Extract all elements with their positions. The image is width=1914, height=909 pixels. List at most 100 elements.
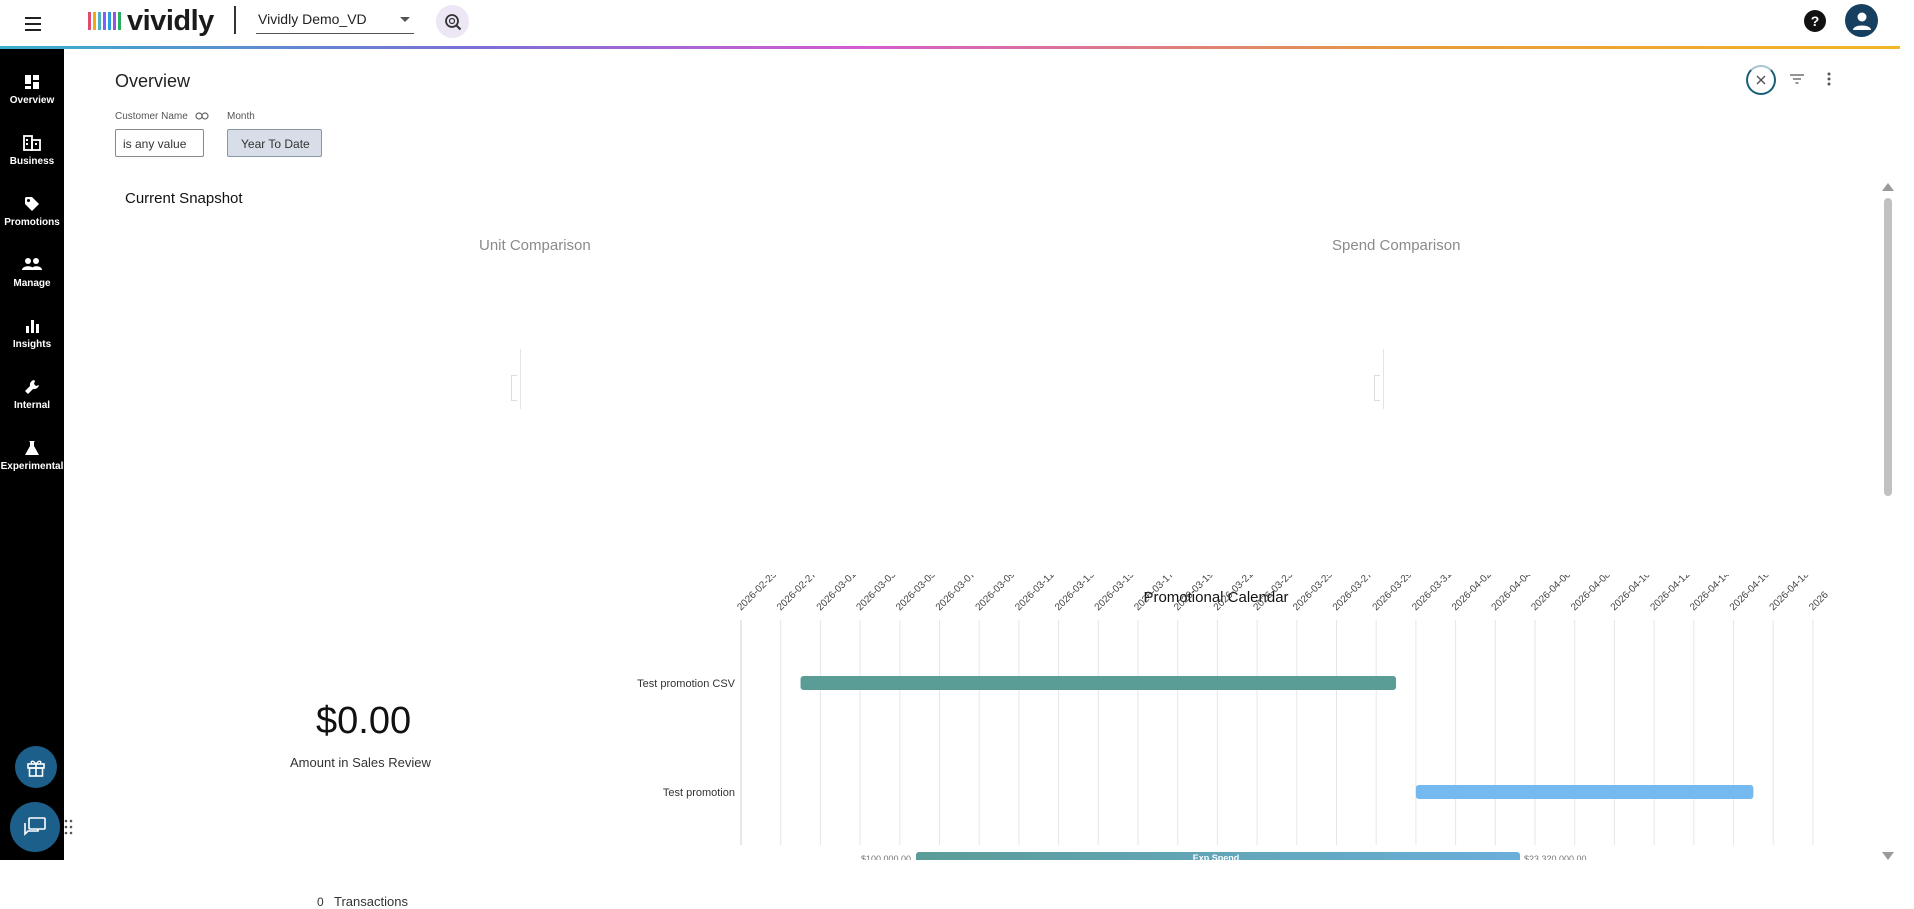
calendar-tick-label: 2026-03-05	[894, 575, 938, 613]
flask-icon	[25, 441, 39, 455]
calendar-task-bar[interactable]	[1415, 785, 1754, 799]
chevron-down-icon	[400, 17, 410, 22]
sidebar-item-business[interactable]: Business	[0, 125, 64, 177]
calendar-tick-label: 2026-03-07	[934, 575, 978, 613]
people-icon	[22, 258, 42, 270]
top-bar: vividly Vividly Demo_VD ?	[0, 0, 1914, 49]
calendar-tick-label: 2026-04-16	[1728, 575, 1772, 613]
help-icon[interactable]: ?	[1804, 10, 1826, 32]
brand-name: vividly	[127, 4, 214, 37]
calendar-tick-label: 2026-03-23	[1251, 575, 1295, 613]
calendar-tick-label: 2026-03-11	[1013, 575, 1057, 613]
transactions-label: Transactions	[334, 894, 408, 909]
calendar-tick-label: 2026	[1807, 589, 1831, 613]
drag-handle-icon[interactable]	[64, 818, 74, 836]
gift-button[interactable]	[15, 746, 57, 788]
unit-comparison-title: Unit Comparison	[479, 237, 591, 254]
calendar-tick-label: 2026-04-02	[1450, 575, 1494, 613]
calendar-tick-label: 2026-03-01	[815, 575, 859, 613]
logo[interactable]: vividly	[88, 4, 214, 37]
spend-comparison-title: Spend Comparison	[1332, 237, 1461, 254]
calendar-tick-label: 2026-03-09	[974, 575, 1018, 613]
scrollbar-thumb[interactable]	[1884, 198, 1892, 496]
calendar-task-label: Test promotion CSV	[637, 678, 735, 690]
logo-bars-icon	[88, 12, 121, 30]
calendar-tick-label: 2026-03-31	[1410, 575, 1454, 613]
calendar-task-label: Test promotion	[663, 787, 735, 799]
more-vert-icon[interactable]	[1826, 71, 1832, 87]
exp-spend-bar	[916, 852, 1520, 860]
calendar-tick-label: 2026-03-13	[1053, 575, 1097, 613]
calendar-tick-label: 2026-03-19	[1172, 575, 1216, 613]
sidebar-item-label: Manage	[13, 278, 51, 289]
calendar-tick-label: 2026-02-27	[775, 575, 819, 613]
tag-icon	[25, 197, 39, 211]
promotional-calendar-chart: 2026-02-252026-02-272026-03-012026-03-03…	[637, 575, 1831, 860]
sidebar-item-label: Overview	[9, 95, 55, 106]
calendar-tick-label: 2026-03-27	[1331, 575, 1375, 613]
close-icon	[1756, 75, 1766, 85]
calendar-tick-label: 2026-04-10	[1609, 575, 1653, 613]
org-select-value: Vividly Demo_VD	[258, 11, 367, 27]
scroll-up-icon[interactable]	[1882, 183, 1894, 191]
exp-spend-min-label: $100,000.00	[861, 854, 911, 860]
sidebar-item-label: Business	[9, 156, 55, 167]
month-filter[interactable]: Year To Date	[227, 129, 322, 157]
filter-icon[interactable]	[1789, 73, 1805, 85]
bar-chart-icon	[26, 320, 39, 333]
customer-name-filter-label: Customer Name	[115, 111, 209, 122]
gift-icon	[27, 760, 45, 777]
unit-chart-placeholder	[511, 375, 517, 401]
calendar-tick-label: 2026-04-12	[1648, 575, 1692, 613]
amount-label: Amount in Sales Review	[290, 755, 431, 770]
header-divider	[234, 6, 236, 34]
calendar-tick-label: 2026-02-25	[735, 575, 779, 613]
avatar[interactable]	[1845, 4, 1878, 37]
calendar-tick-label: 2026-03-15	[1093, 575, 1137, 613]
clear-filters-button[interactable]	[1746, 65, 1776, 95]
calendar-tick-label: 2026-03-25	[1291, 575, 1335, 613]
person-icon	[1852, 12, 1871, 30]
sidebar-item-label: Insights	[12, 339, 52, 350]
calendar-tick-label: 2026-03-21	[1212, 575, 1256, 613]
calendar-tick-label: 2026-04-06	[1529, 575, 1573, 613]
chat-button[interactable]	[10, 802, 60, 852]
amount-value: $0.00	[316, 700, 412, 742]
search-icon	[444, 13, 461, 30]
sidebar-item-label: Internal	[13, 400, 51, 411]
calendar-task-bar[interactable]	[800, 676, 1397, 690]
org-select[interactable]: Vividly Demo_VD	[256, 8, 414, 34]
sidebar-item-promotions[interactable]: Promotions	[0, 186, 64, 238]
calendar-tick-label: 2026-04-14	[1688, 575, 1732, 613]
customer-name-filter[interactable]: is any value	[115, 129, 204, 157]
page-title: Overview	[115, 71, 191, 91]
wrench-icon	[25, 380, 39, 394]
main-content: Overview Customer Name Month is any valu…	[64, 49, 1900, 909]
sidebar-item-overview[interactable]: Overview	[0, 64, 64, 116]
transactions-count: 0	[317, 895, 324, 909]
sidebar: Overview Business Promotions Manage Insi…	[0, 49, 64, 860]
chat-icon	[24, 817, 46, 836]
spend-chart-axis	[1383, 349, 1384, 409]
section-title: Current Snapshot	[125, 190, 243, 207]
search-button[interactable]	[436, 5, 469, 38]
scroll-down-icon[interactable]	[1882, 852, 1894, 860]
calendar-tick-label: 2026-04-08	[1569, 575, 1613, 613]
sidebar-item-internal[interactable]: Internal	[0, 369, 64, 421]
building-icon	[23, 135, 41, 151]
exp-spend-max-label: $23,320,000.00	[1524, 854, 1587, 860]
spend-chart-placeholder	[1374, 375, 1380, 401]
calendar-tick-label: 2026-04-04	[1490, 575, 1534, 613]
calendar-tick-label: 2026-03-29	[1371, 575, 1415, 613]
menu-icon[interactable]	[22, 12, 46, 36]
sidebar-item-insights[interactable]: Insights	[0, 308, 64, 360]
exp-spend-label: Exp Spend	[1193, 853, 1240, 860]
calendar-tick-label: 2026-03-03	[854, 575, 898, 613]
sidebar-item-manage[interactable]: Manage	[0, 247, 64, 299]
unit-chart-axis	[520, 349, 521, 409]
sidebar-item-experimental[interactable]: Experimental	[0, 430, 64, 482]
month-filter-label: Month	[227, 111, 255, 122]
link-icon[interactable]	[194, 112, 209, 120]
promotional-calendar-title: Promotional Calendar	[1143, 589, 1289, 606]
dashboard-icon	[25, 75, 39, 89]
